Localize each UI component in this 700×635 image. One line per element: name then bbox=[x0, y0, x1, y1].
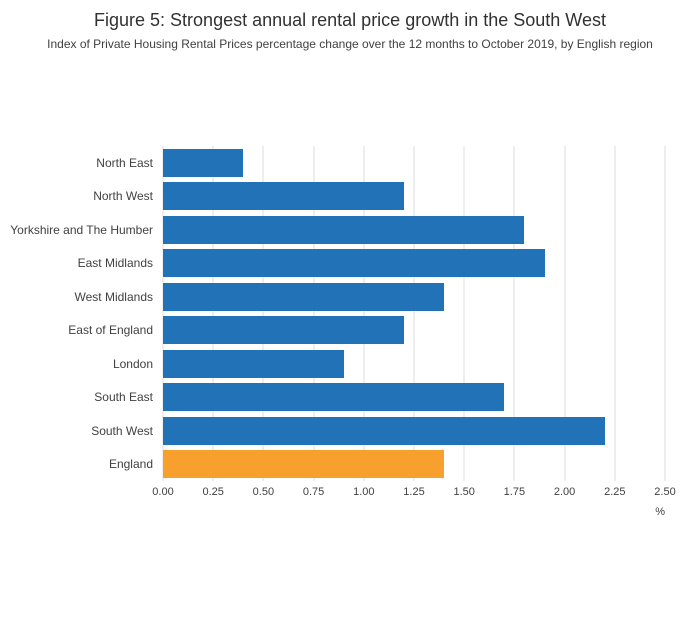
bar-track bbox=[163, 349, 665, 378]
x-axis: 0.00 0.25 0.50 0.75 1.00 1.25 1.50 1.75 2.00 2.25… bbox=[152, 481, 675, 499]
x-tick-label: 1.50 bbox=[453, 486, 475, 498]
bar-track bbox=[163, 282, 665, 311]
bar-row: London bbox=[0, 347, 665, 381]
bar-track bbox=[163, 148, 665, 177]
category-label: South West bbox=[91, 423, 153, 438]
bar-track bbox=[163, 383, 665, 412]
x-tick-label: 1.25 bbox=[403, 486, 425, 498]
x-tick-label: 1.00 bbox=[353, 486, 375, 498]
bar-east-of-england bbox=[163, 316, 404, 345]
bar-track bbox=[163, 249, 665, 278]
category-label: North West bbox=[93, 189, 153, 204]
category-label: North East bbox=[96, 155, 153, 170]
bar-track bbox=[163, 182, 665, 211]
category-label: East of England bbox=[68, 323, 153, 338]
bar-row: South East bbox=[0, 381, 665, 415]
bar-east-midlands bbox=[163, 249, 545, 278]
chart-subtitle: Index of Private Housing Rental Prices p… bbox=[47, 37, 653, 51]
x-tick-label: 0.00 bbox=[152, 486, 174, 498]
bar-rows: North East North West Yorkshire and The Hu… bbox=[0, 146, 665, 481]
bar-row: North East bbox=[0, 146, 665, 180]
bar-row: Yorkshire and The Humber bbox=[0, 213, 665, 247]
bar-row: North West bbox=[0, 180, 665, 214]
bar-chart: North East North West Yorkshire and The Hu… bbox=[0, 146, 666, 481]
category-label: Yorkshire and The Humber bbox=[10, 222, 153, 237]
x-tick-label: 2.00 bbox=[553, 486, 576, 498]
x-tick-label: 0.25 bbox=[202, 486, 224, 498]
x-tick-label: 0.75 bbox=[302, 486, 325, 498]
bar-row: East Midlands bbox=[0, 247, 665, 281]
category-label: East Midlands bbox=[77, 256, 153, 271]
bar-track bbox=[163, 316, 665, 345]
bar-england bbox=[163, 450, 445, 479]
category-label: London bbox=[112, 356, 153, 371]
bar-track bbox=[163, 450, 665, 479]
bar-row: West Midlands bbox=[0, 280, 665, 314]
x-tick-label: 1.75 bbox=[503, 486, 526, 498]
bar-london bbox=[163, 349, 344, 378]
x-axis-unit-label: % bbox=[655, 506, 665, 518]
chart-title: Figure 5: Strongest annual rental price … bbox=[94, 10, 606, 30]
category-label: South East bbox=[94, 390, 153, 405]
bar-south-east bbox=[163, 383, 505, 412]
x-tick-label: 2.25 bbox=[604, 486, 626, 498]
bar-north-west bbox=[163, 182, 404, 211]
bar-row: South West bbox=[0, 414, 665, 448]
category-label: England bbox=[108, 457, 153, 472]
bar-row: England bbox=[0, 448, 665, 482]
x-axis-unit-row: % bbox=[163, 502, 665, 520]
category-label: West Midlands bbox=[74, 289, 153, 304]
bar-track bbox=[163, 215, 665, 244]
bar-yorkshire-and-the-humber bbox=[163, 215, 525, 244]
bar-track bbox=[163, 416, 665, 445]
x-tick-label: 2.50 bbox=[654, 486, 676, 498]
bar-north-east bbox=[163, 148, 244, 177]
x-tick-label: 0.50 bbox=[252, 486, 275, 498]
bar-west-midlands bbox=[163, 282, 445, 311]
bar-south-west bbox=[163, 416, 605, 445]
bar-row: East of England bbox=[0, 314, 665, 348]
